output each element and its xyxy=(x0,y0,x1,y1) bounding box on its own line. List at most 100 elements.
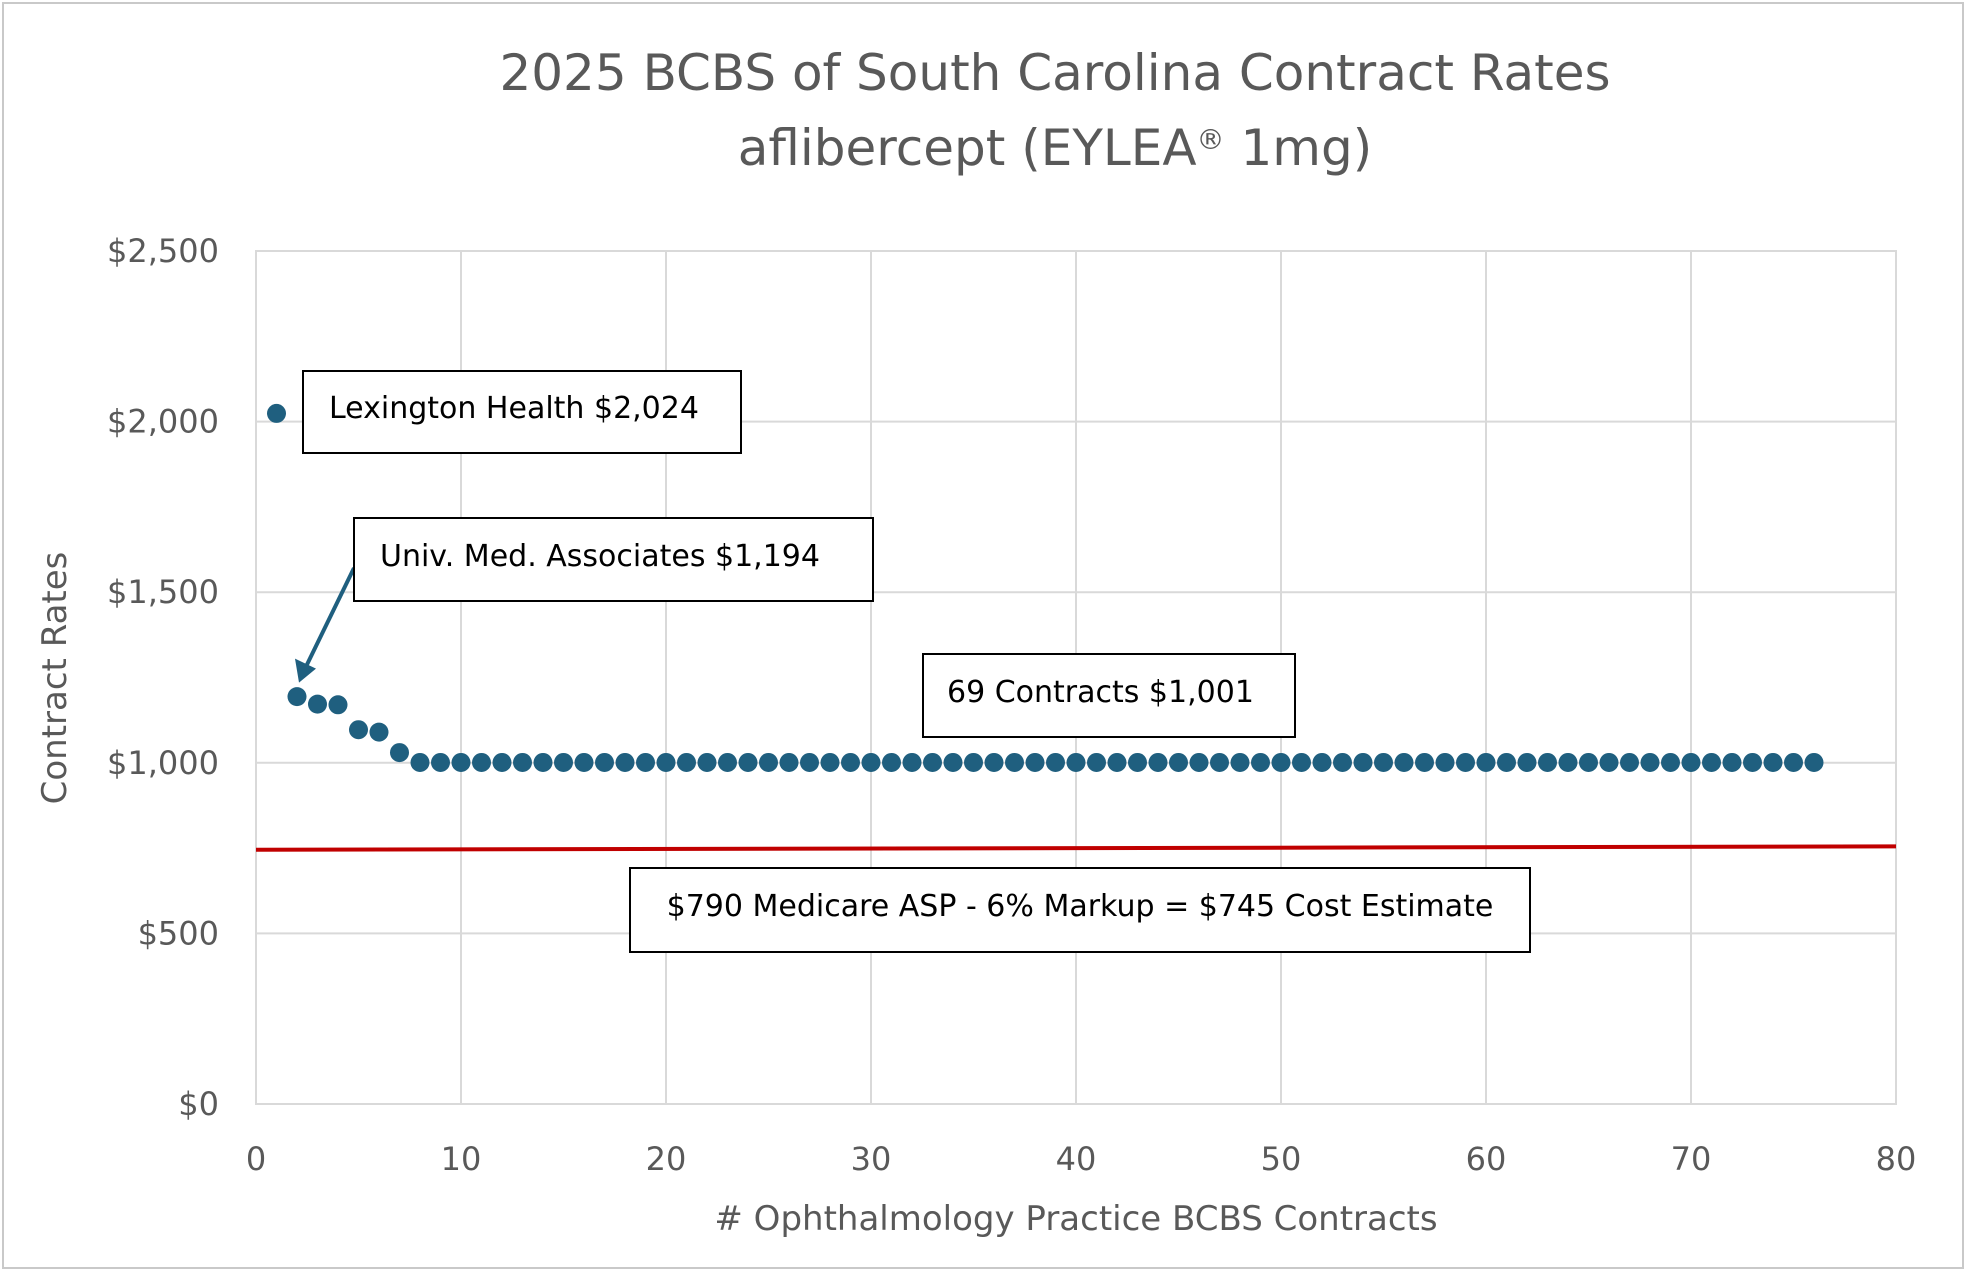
annotation-cost-estimate-box xyxy=(629,867,1531,953)
data-point xyxy=(369,722,389,742)
x-tick-label: 60 xyxy=(1466,1140,1507,1178)
data-point xyxy=(1312,752,1332,772)
data-points xyxy=(267,403,1824,772)
chart-title-line-2-main: aflibercept (EYLEA xyxy=(738,119,1197,177)
annotation-lexington-box xyxy=(302,370,742,454)
data-point xyxy=(410,752,430,772)
data-point xyxy=(308,694,327,714)
data-point xyxy=(1107,752,1127,772)
data-point xyxy=(1415,752,1434,772)
data-point xyxy=(574,752,594,772)
data-point xyxy=(697,752,717,772)
x-tick-label: 50 xyxy=(1261,1140,1302,1178)
data-point xyxy=(492,752,512,772)
data-point xyxy=(779,752,799,772)
data-point xyxy=(984,752,1004,772)
data-point xyxy=(1743,752,1762,772)
x-axis-tick-labels: 0 10 20 30 40 50 60 70 80 xyxy=(246,1140,1917,1178)
data-point xyxy=(1374,752,1393,772)
data-point xyxy=(431,752,450,772)
data-point xyxy=(595,752,614,772)
y-axis-title: Contract Rates xyxy=(35,552,75,805)
data-point xyxy=(451,752,471,772)
y-tick-label: $2,500 xyxy=(107,232,219,270)
data-point xyxy=(1456,752,1475,772)
data-point xyxy=(1517,752,1537,772)
data-point xyxy=(513,752,532,772)
data-point xyxy=(1640,752,1660,772)
y-tick-label: $1,500 xyxy=(107,573,219,611)
x-tick-label: 10 xyxy=(441,1140,482,1178)
data-point xyxy=(349,720,368,740)
scatter-chart: 2025 BCBS of South Carolina Contract Rat… xyxy=(35,44,1917,1239)
data-point xyxy=(1763,752,1783,772)
annotation-arrow xyxy=(304,567,356,668)
data-point xyxy=(533,752,553,772)
data-point xyxy=(554,752,573,772)
chart-title-line-1: 2025 BCBS of South Carolina Contract Rat… xyxy=(499,44,1610,102)
data-point xyxy=(1271,752,1291,772)
data-point xyxy=(636,752,655,772)
data-point xyxy=(902,752,922,772)
x-tick-label: 0 xyxy=(246,1140,266,1178)
data-point xyxy=(1169,752,1188,772)
data-point xyxy=(615,752,635,772)
data-point xyxy=(943,752,963,772)
data-point xyxy=(1087,752,1106,772)
data-point xyxy=(1681,752,1701,772)
chart-title-line-2-end: 1mg) xyxy=(1225,119,1373,177)
y-tick-label: $2,000 xyxy=(107,403,219,441)
data-point xyxy=(1620,752,1639,772)
data-point xyxy=(328,695,348,715)
data-point xyxy=(1394,752,1414,772)
data-point xyxy=(1497,752,1516,772)
data-point xyxy=(1066,752,1086,772)
data-point xyxy=(1599,752,1619,772)
data-point xyxy=(1210,752,1229,772)
chart-title-line-2: aflibercept (EYLEA® 1mg) xyxy=(738,119,1372,177)
data-point xyxy=(1189,752,1209,772)
data-point xyxy=(1722,752,1742,772)
data-point xyxy=(964,752,983,772)
data-point xyxy=(1702,752,1721,772)
data-point xyxy=(1476,752,1496,772)
annotation-univ-med-text: Univ. Med. Associates $1,194 xyxy=(380,539,820,574)
data-point xyxy=(738,752,758,772)
data-point xyxy=(1046,752,1065,772)
data-point xyxy=(267,403,286,423)
data-point xyxy=(1661,752,1680,772)
y-tick-label: $1,000 xyxy=(107,744,219,782)
data-point xyxy=(1025,752,1045,772)
annotation-69-contracts-text: 69 Contracts $1,001 xyxy=(947,675,1254,710)
data-point xyxy=(861,752,881,772)
data-point xyxy=(718,752,737,772)
data-point xyxy=(390,743,409,763)
data-point xyxy=(800,752,819,772)
data-point xyxy=(1353,752,1373,772)
data-point xyxy=(923,752,942,772)
x-tick-label: 40 xyxy=(1056,1140,1097,1178)
data-point xyxy=(1128,752,1147,772)
y-axis-tick-labels: $0 $500 $1,000 $1,500 $2,000 $2,500 xyxy=(107,232,219,1123)
annotation-cost-estimate-text: $790 Medicare ASP - 6% Markup = $745 Cos… xyxy=(667,889,1494,924)
data-point xyxy=(1435,752,1455,772)
data-point xyxy=(472,752,491,772)
data-point xyxy=(1784,752,1803,772)
data-point xyxy=(1251,752,1270,772)
annotation-univ-med-box xyxy=(353,517,874,602)
annotation-69-contracts-box xyxy=(922,653,1296,738)
x-tick-label: 30 xyxy=(851,1140,892,1178)
x-tick-label: 80 xyxy=(1876,1140,1917,1178)
annotation-lexington-text: Lexington Health $2,024 xyxy=(329,391,699,426)
x-axis-title: # Ophthalmology Practice BCBS Contracts xyxy=(714,1199,1437,1239)
data-point xyxy=(677,752,696,772)
annotation-univ-med: Univ. Med. Associates $1,194 xyxy=(295,517,874,683)
data-point xyxy=(1804,752,1824,772)
y-tick-label: $0 xyxy=(178,1085,219,1123)
data-point xyxy=(820,752,840,772)
data-point xyxy=(1292,752,1311,772)
cost-estimate-reference-line xyxy=(255,844,1897,852)
data-point xyxy=(1333,752,1352,772)
x-tick-label: 20 xyxy=(646,1140,687,1178)
